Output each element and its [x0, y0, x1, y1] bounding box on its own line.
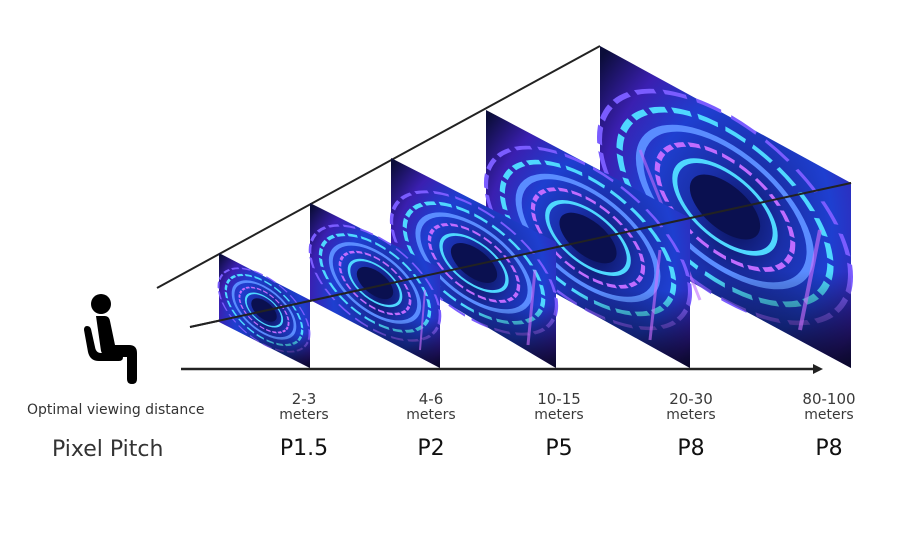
top-perspective-line	[156, 45, 601, 289]
pitch-label-3: P5	[545, 436, 573, 461]
arrow-head-icon	[813, 364, 823, 374]
distance-label-1: 2-3 meters	[279, 390, 329, 423]
distance-label-5: 80-100 meters	[802, 390, 856, 423]
distance-label-2: 4-6 meters	[406, 390, 456, 423]
screen-panel-4	[486, 110, 690, 368]
distance-label-3: 10-15 meters	[534, 390, 584, 423]
viewing-distance-row-label: Optimal viewing distance	[27, 402, 205, 418]
seated-person-icon	[84, 294, 137, 384]
pixel-pitch-row-label: Pixel Pitch	[52, 437, 164, 462]
pitch-label-2: P2	[417, 436, 445, 461]
distance-label-4: 20-30 meters	[666, 390, 716, 423]
pitch-label-1: P1.5	[279, 436, 329, 461]
screen-panel-2	[310, 203, 440, 368]
pitch-label-5: P8	[815, 436, 843, 461]
screen-panel-3	[391, 158, 557, 368]
pitch-label-4: P8	[677, 436, 705, 461]
